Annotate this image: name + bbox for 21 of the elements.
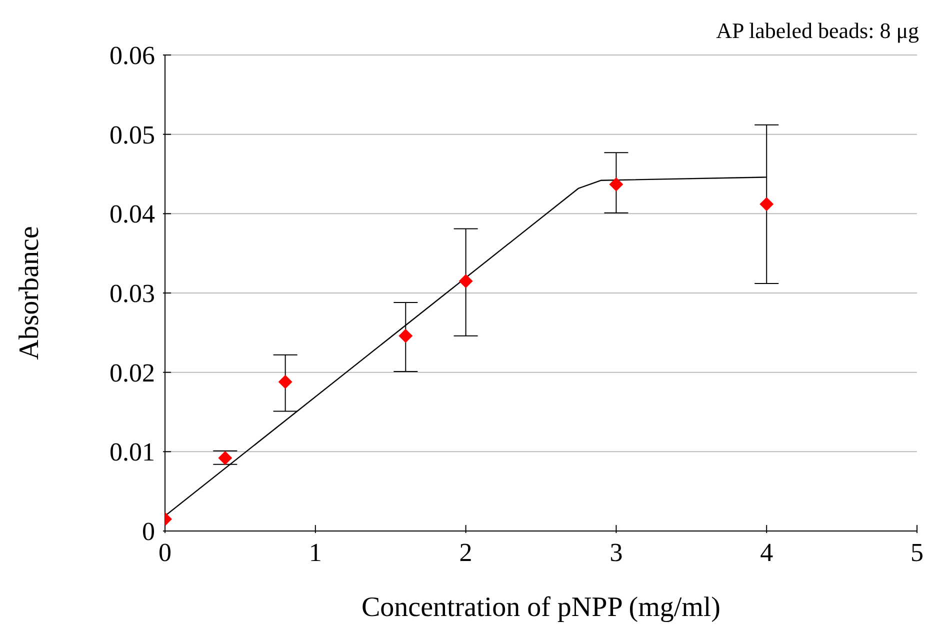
x-tick-label: 3 xyxy=(610,538,623,567)
y-tick-label: 0.03 xyxy=(110,279,155,308)
x-tick-label: 2 xyxy=(459,538,472,567)
x-tick-label: 5 xyxy=(910,538,924,567)
point xyxy=(458,274,473,288)
y-tick-label: 0 xyxy=(142,517,155,546)
text: AP labeled beads: 8 μg xyxy=(716,18,919,44)
x-tick-label: 4 xyxy=(760,538,774,567)
point xyxy=(218,451,232,466)
y-tick-label: 0.02 xyxy=(110,358,155,388)
y-axis-title: Absorbance xyxy=(14,226,45,360)
point xyxy=(760,197,774,212)
y-tick-label: 0.06 xyxy=(110,41,155,70)
y-tick-label: 0.05 xyxy=(110,120,155,150)
point xyxy=(609,177,624,192)
point xyxy=(398,328,413,343)
x-axis-title: Concentration of pNPP (mg/ml) xyxy=(361,592,721,623)
point xyxy=(278,374,292,389)
x-tick-label: 1 xyxy=(308,538,322,567)
y-tick-label: 0.04 xyxy=(110,200,155,229)
y-tick-label: 0.01 xyxy=(110,438,155,467)
